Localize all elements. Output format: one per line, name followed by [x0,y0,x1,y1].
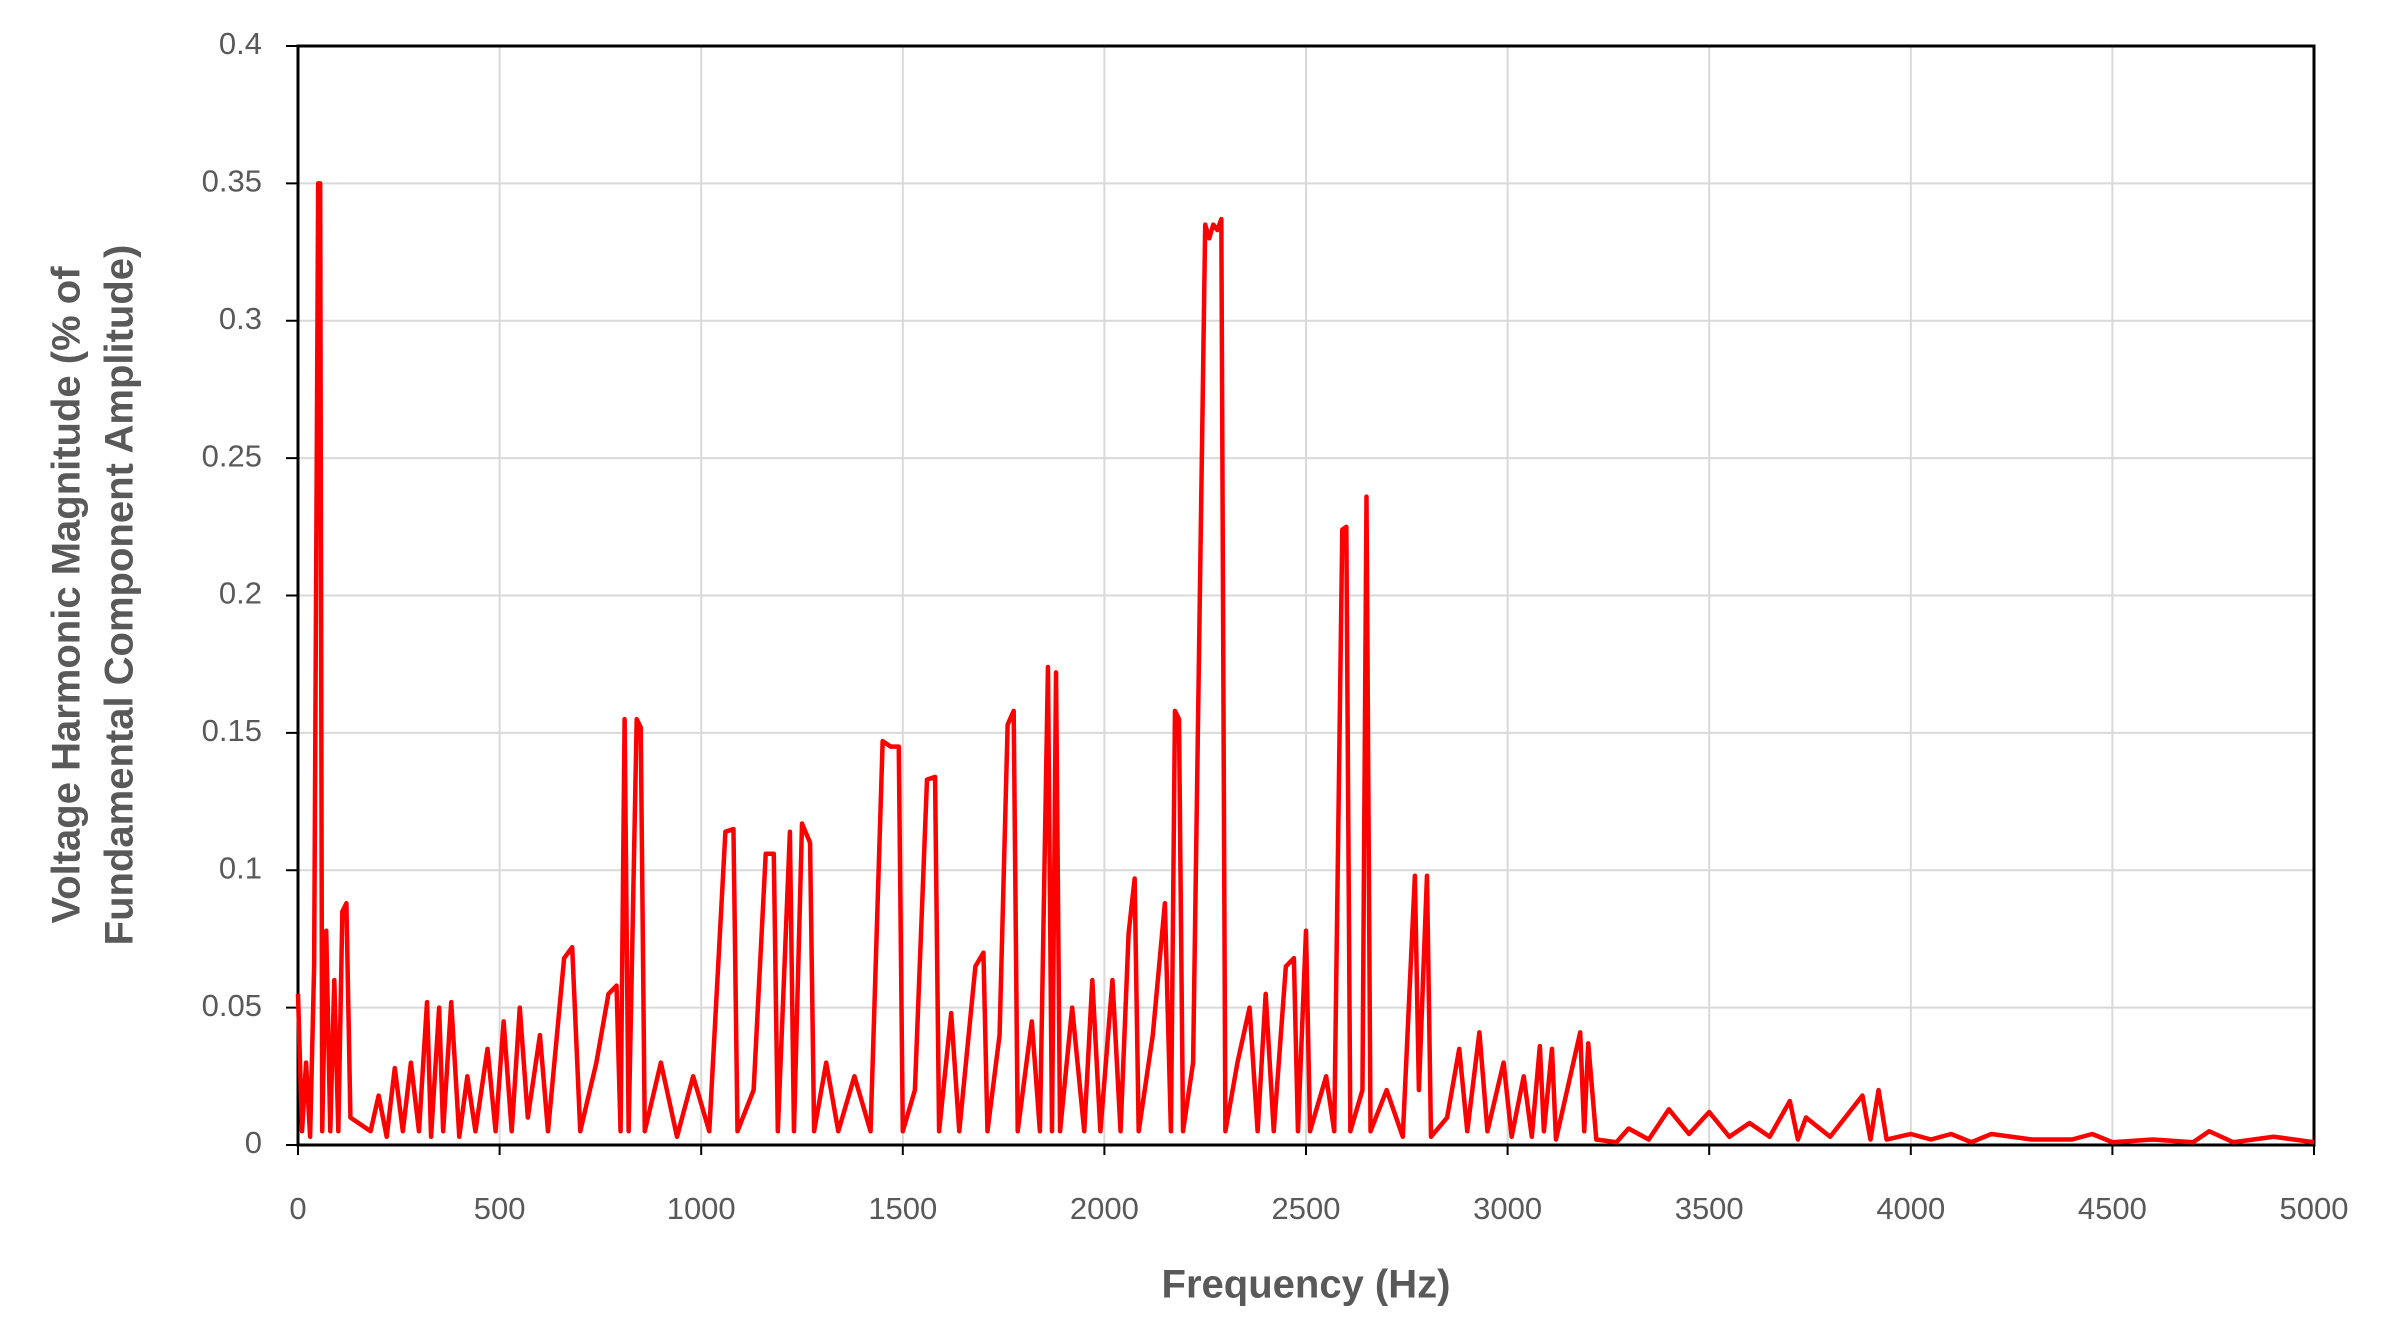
x-tick-label: 5000 [2280,1191,2349,1226]
y-tick-label: 0.35 [202,164,262,199]
y-axis-title: Fundamental Component Amplitude) [98,245,142,946]
y-tick-label: 0.05 [202,988,262,1023]
y-tick-label: 0.2 [219,576,262,611]
x-tick-label: 3000 [1473,1191,1542,1226]
data-line [295,181,2315,1145]
x-tick-label: 3500 [1675,1191,1744,1226]
plot-border [296,44,2316,1147]
y-tick-label: 0.3 [219,301,262,336]
x-tick-label: 2500 [1272,1191,1341,1226]
y-tick-label: 0.1 [219,850,262,885]
x-tick-label: 0 [289,1191,306,1226]
y-tick-label: 0.25 [202,438,262,473]
x-tick-label: 4500 [2078,1191,2147,1226]
x-axis-title: Frequency (Hz) [1162,1263,1451,1307]
x-tick-label: 500 [474,1191,526,1226]
x-tick-label: 1500 [868,1191,937,1226]
x-tick-label: 1000 [667,1191,736,1226]
x-tick-label: 2000 [1070,1191,1139,1226]
x-tick-label: 4000 [1876,1191,1945,1226]
y-axis-title: Voltage Harmonic Magnitude (% of [45,266,89,924]
y-tick-label: 0 [245,1125,262,1160]
y-tick-label: 0.4 [219,26,262,61]
y-tick-label: 0.15 [202,713,262,748]
